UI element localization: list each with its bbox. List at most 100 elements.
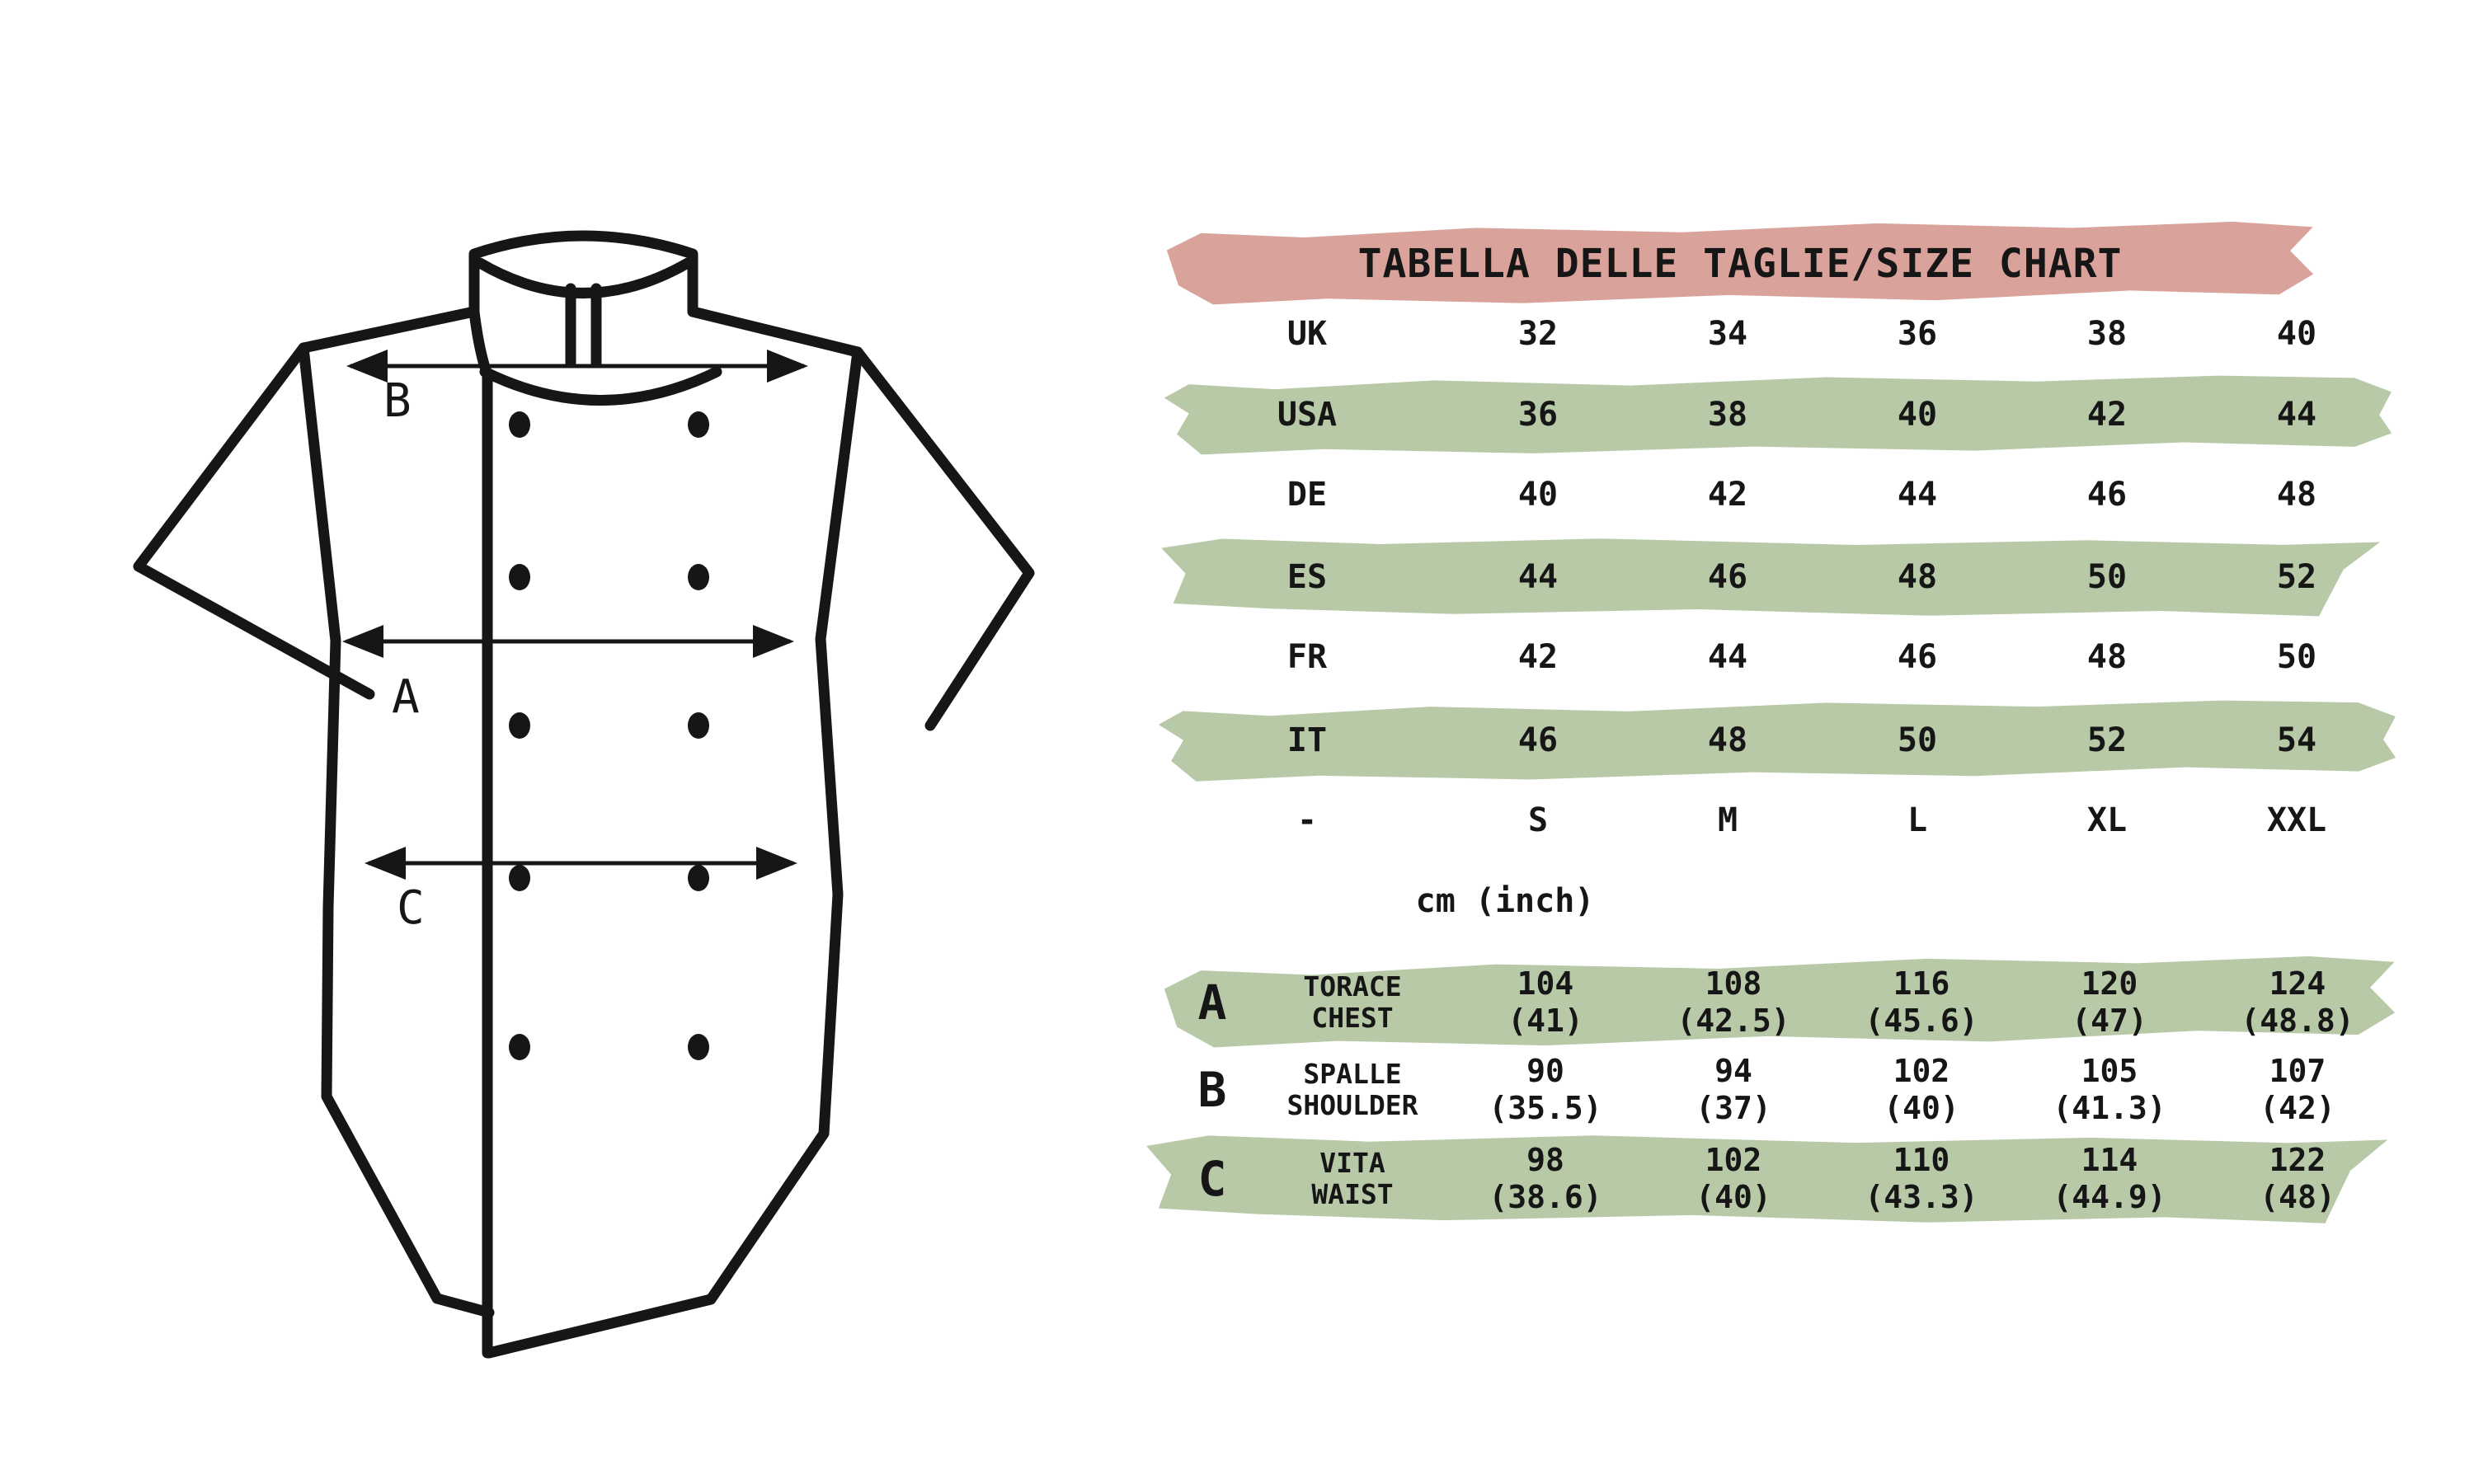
size-value: 44 xyxy=(1707,638,1748,676)
measure-cell: 108 (42.5) xyxy=(1639,965,1827,1040)
size-row-label: FR xyxy=(1286,638,1328,676)
measure-cell: 102 (40) xyxy=(1639,1142,1827,1216)
size-row-international: - S M L XL XXL xyxy=(1171,781,2392,860)
measure-cell: 105 (41.3) xyxy=(2015,1053,2204,1127)
measure-inch: (40) xyxy=(1884,1090,1959,1126)
measure-label-en: SHOULDER xyxy=(1286,1089,1418,1121)
size-row-label: DE xyxy=(1286,476,1328,514)
size-value: 48 xyxy=(2086,638,2128,676)
jacket-collar-notch xyxy=(565,283,602,369)
size-row-label: USA xyxy=(1277,396,1338,434)
measure-inch: (37) xyxy=(1696,1090,1771,1126)
measure-letter: C xyxy=(1197,1151,1227,1207)
size-value: 40 xyxy=(2276,315,2317,353)
size-value: 46 xyxy=(1897,638,1938,676)
size-value: 46 xyxy=(2086,476,2128,514)
size-row-fr: FR 42 44 46 48 50 xyxy=(1171,618,2392,697)
measure-cm: 105 xyxy=(2081,1053,2138,1090)
jacket-collar-curve xyxy=(474,257,694,298)
size-value: 40 xyxy=(1517,476,1559,514)
size-value: 38 xyxy=(1707,396,1748,434)
jacket-neckline-left xyxy=(468,306,492,376)
size-value: 36 xyxy=(1897,315,1938,353)
size-row-usa: USA 36 38 40 42 44 xyxy=(1171,375,2392,454)
measure-cm: 104 xyxy=(1517,965,1574,1003)
size-row-es: ES 44 46 48 50 52 xyxy=(1171,538,2392,617)
measure-label: SPALLE SHOULDER xyxy=(1253,1059,1451,1121)
measure-cm: 108 xyxy=(1705,965,1762,1003)
measure-cell: 114 (44.9) xyxy=(2015,1142,2204,1216)
measure-inch: (42) xyxy=(2260,1090,2335,1126)
size-value: 46 xyxy=(1517,721,1559,759)
measure-cm: 102 xyxy=(1893,1053,1950,1090)
measure-label-it: VITA xyxy=(1319,1147,1385,1180)
jacket-outline xyxy=(133,230,1035,1359)
measure-letter: A xyxy=(1197,974,1227,1031)
size-value: 42 xyxy=(1517,638,1559,676)
size-value: 42 xyxy=(1707,476,1748,514)
size-value: 48 xyxy=(1897,558,1938,596)
measure-inch: (45.6) xyxy=(1865,1003,1978,1039)
measure-inch: (48) xyxy=(2260,1179,2335,1215)
unit-note: cm (inch) xyxy=(1415,882,1595,920)
measure-cell: 122 (48) xyxy=(2204,1142,2392,1216)
measurement-row-chest: A TORACE CHEST 104 (41) 108 (42.5) 116 (… xyxy=(1171,958,2392,1047)
measure-cell: 90 (35.5) xyxy=(1451,1053,1639,1127)
size-value: 40 xyxy=(1897,396,1938,434)
measure-label-it: SPALLE xyxy=(1303,1058,1402,1091)
measure-cell: 116 (45.6) xyxy=(1827,965,2015,1040)
measure-letter: B xyxy=(1197,1062,1227,1118)
measure-inch: (35.5) xyxy=(1489,1090,1602,1126)
measure-label-en: CHEST xyxy=(1311,1002,1394,1034)
size-value: 52 xyxy=(2276,558,2317,596)
measure-cm: 98 xyxy=(1526,1142,1564,1179)
page-title: TABELLA DELLE TAGLIE/SIZE CHART xyxy=(1357,241,2123,287)
size-value: 48 xyxy=(2276,476,2317,514)
measure-cm: 94 xyxy=(1714,1053,1752,1090)
size-value: 48 xyxy=(1707,721,1748,759)
arrow-letters: B A C xyxy=(383,374,425,935)
measure-cm: 114 xyxy=(2081,1142,2138,1179)
size-row-label: ES xyxy=(1286,558,1328,596)
jacket-yoke-curve xyxy=(479,366,722,406)
measure-inch: (38.6) xyxy=(1489,1179,1602,1215)
size-value: 36 xyxy=(1517,396,1559,434)
measurement-row-shoulder: B SPALLE SHOULDER 90 (35.5) 94 (37) 102 … xyxy=(1171,1045,2392,1134)
measure-inch: (41) xyxy=(1507,1003,1583,1039)
size-value: XXL xyxy=(2266,801,2327,839)
jacket-right-panel xyxy=(483,306,863,1359)
size-value: 54 xyxy=(2276,721,2317,759)
size-value: M xyxy=(1717,801,1738,839)
size-row-label: IT xyxy=(1286,721,1328,759)
size-value: S xyxy=(1527,801,1549,839)
measure-inch: (48.8) xyxy=(2241,1003,2354,1039)
waist-arrow-label: C xyxy=(397,881,425,935)
measure-cm: 110 xyxy=(1893,1142,1950,1179)
measure-label: TORACE CHEST xyxy=(1253,971,1451,1034)
garment-diagram: B A C xyxy=(133,230,1035,1359)
size-value: 50 xyxy=(2086,558,2128,596)
measure-cell: 120 (47) xyxy=(2015,965,2204,1040)
measure-cell: 110 (43.3) xyxy=(1827,1142,2015,1216)
size-value: 52 xyxy=(2086,721,2128,759)
measure-cm: 124 xyxy=(2269,965,2326,1003)
size-value: 44 xyxy=(2276,396,2317,434)
size-value: 44 xyxy=(1897,476,1938,514)
measure-label-it: TORACE xyxy=(1303,970,1402,1003)
size-value: 50 xyxy=(1897,721,1938,759)
measure-cell: 104 (41) xyxy=(1451,965,1639,1040)
measure-cm: 122 xyxy=(2269,1142,2326,1179)
measure-cell: 98 (38.6) xyxy=(1451,1142,1639,1216)
size-value: 50 xyxy=(2276,638,2317,676)
shoulder-arrow-label: B xyxy=(383,374,412,428)
measurement-arrows xyxy=(342,350,808,880)
measure-cm: 120 xyxy=(2081,965,2138,1003)
jacket-left-panel xyxy=(298,306,495,1318)
size-value: L xyxy=(1907,801,1928,839)
size-row-uk: UK 32 34 36 38 40 xyxy=(1171,294,2392,373)
size-value: 46 xyxy=(1707,558,1748,596)
measure-cell: 124 (48.8) xyxy=(2204,965,2392,1040)
size-value: 38 xyxy=(2086,315,2128,353)
measure-inch: (40) xyxy=(1696,1179,1771,1215)
